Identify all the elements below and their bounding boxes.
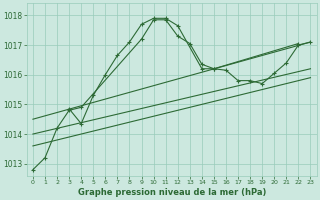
X-axis label: Graphe pression niveau de la mer (hPa): Graphe pression niveau de la mer (hPa) bbox=[77, 188, 266, 197]
